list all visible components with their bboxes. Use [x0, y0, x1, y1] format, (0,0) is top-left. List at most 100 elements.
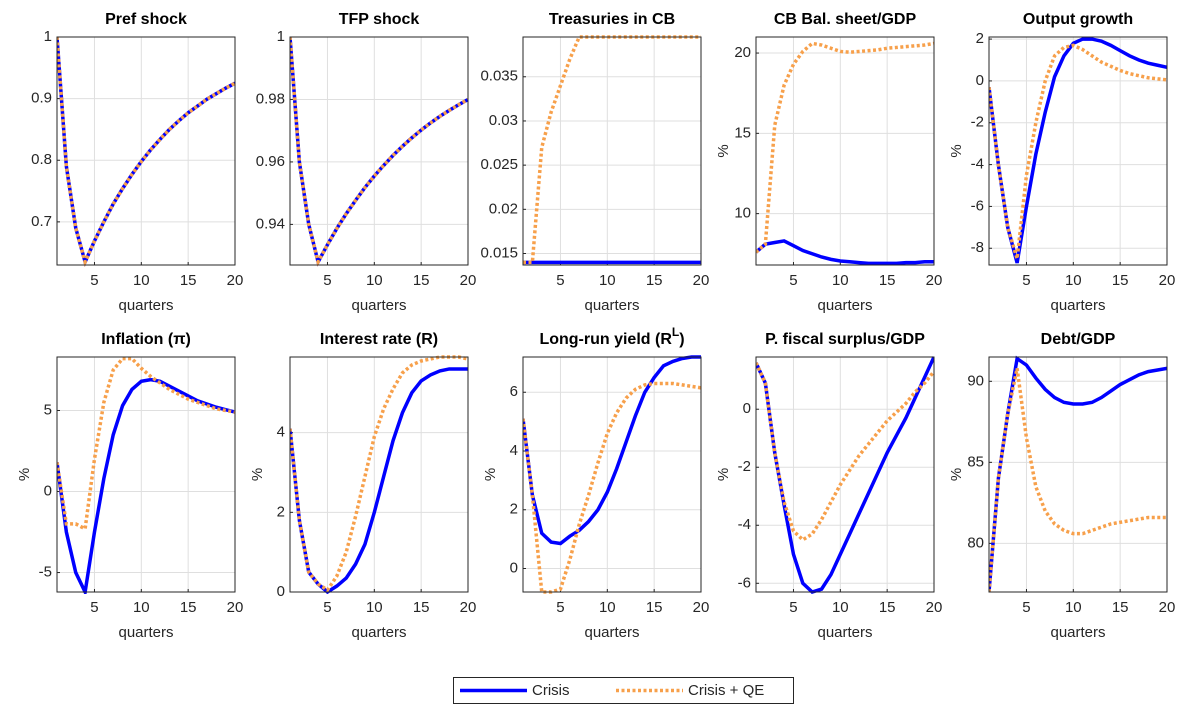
x-tick-label: 20 — [926, 599, 943, 616]
chart-title: Long-run yield (RL) — [539, 325, 684, 348]
chart-title: Debt/GDP — [1041, 331, 1116, 348]
y-tick-label: 2 — [510, 501, 518, 518]
y-axis-label: % — [16, 468, 33, 481]
series-line — [57, 377, 235, 594]
y-tick-label: -8 — [971, 239, 984, 256]
plot-area — [989, 37, 1167, 265]
subplot: 5 10 15 20 0.94 0.96 0.98 1 TFP shock quarters — [256, 11, 477, 314]
series-line — [756, 41, 934, 254]
legend-label: Crisis + QE — [688, 682, 764, 699]
y-tick-label: 0 — [976, 72, 984, 89]
chart-title: Output growth — [1023, 11, 1133, 28]
y-tick-label: 90 — [967, 372, 984, 389]
y-tick-label: -2 — [738, 458, 751, 475]
x-tick-label: 5 — [1022, 599, 1030, 616]
x-tick-label: 5 — [556, 272, 564, 289]
subplot: 5 10 15 20 -8 -6 -4 -2 0 2 Output growth quarters% — [948, 11, 1175, 314]
x-tick-label: 10 — [133, 272, 150, 289]
y-tick-label: 0 — [510, 559, 518, 576]
y-tick-label: 4 — [510, 442, 518, 459]
y-tick-label: 20 — [734, 44, 751, 61]
x-axis-label: quarters — [118, 297, 173, 314]
x-tick-label: 5 — [323, 599, 331, 616]
chart-title: Inflation (π) — [101, 331, 191, 348]
axes-box — [988, 36, 1168, 266]
chart-title: TFP shock — [339, 11, 420, 28]
plot-area — [57, 37, 235, 265]
subplot: 5 10 15 20 -5 0 5 Inflation (π) quarters% — [16, 331, 243, 641]
chart-title: Treasuries in CB — [549, 11, 675, 28]
y-tick-label: -2 — [971, 114, 984, 131]
series-line — [57, 356, 235, 532]
plot-area — [290, 357, 468, 592]
axes-box — [988, 356, 1168, 593]
y-tick-label: 4 — [277, 424, 285, 441]
x-tick-label: 15 — [1112, 599, 1129, 616]
plot-area — [989, 357, 1167, 592]
x-tick-label: 10 — [366, 599, 383, 616]
plot-area — [756, 37, 934, 265]
plot-area — [523, 37, 701, 265]
x-tick-label: 20 — [693, 272, 710, 289]
series-line — [989, 43, 1167, 260]
x-tick-label: 10 — [366, 272, 383, 289]
x-axis-label: quarters — [584, 297, 639, 314]
x-tick-label: 10 — [1065, 599, 1082, 616]
series-line — [756, 356, 934, 594]
axes-box — [522, 356, 702, 593]
y-tick-label: 1 — [277, 28, 285, 45]
x-axis-label: quarters — [1050, 297, 1105, 314]
series-line — [57, 36, 235, 267]
y-tick-label: 85 — [967, 453, 984, 470]
x-tick-label: 5 — [556, 599, 564, 616]
x-tick-label: 20 — [926, 272, 943, 289]
y-axis-label: % — [948, 468, 965, 481]
x-tick-label: 5 — [789, 599, 797, 616]
y-tick-label: 6 — [510, 383, 518, 400]
x-tick-label: 15 — [1112, 272, 1129, 289]
plot-area — [523, 357, 701, 592]
axes-box — [56, 36, 236, 266]
x-tick-label: 20 — [460, 272, 477, 289]
title-part: L — [672, 325, 679, 339]
x-tick-label: 5 — [1022, 272, 1030, 289]
chart-title: P. fiscal surplus/GDP — [765, 331, 925, 348]
series-line — [523, 381, 701, 594]
axes-box — [755, 356, 935, 593]
x-tick-label: 15 — [180, 272, 197, 289]
subplot: 5 10 15 20 -6 -4 -2 0 P. fiscal surplus/GDP quart… — [715, 331, 942, 641]
y-tick-label: 0.015 — [480, 244, 518, 261]
y-tick-label: 5 — [44, 401, 52, 418]
subplot: 5 10 15 20 10 15 20 CB Bal. sheet/GDP quarters% — [715, 11, 942, 314]
y-tick-label: -5 — [39, 564, 52, 581]
subplot: 5 10 15 20 80 85 90 Debt/GDP quarters% — [948, 331, 1175, 641]
x-tick-label: 5 — [90, 599, 98, 616]
axes-box — [56, 356, 236, 593]
series-line — [523, 35, 701, 265]
x-axis-label: quarters — [351, 624, 406, 641]
y-tick-label: -6 — [738, 574, 751, 591]
y-tick-label: 0.8 — [31, 151, 52, 168]
x-tick-label: 15 — [180, 599, 197, 616]
series-line — [989, 367, 1167, 593]
y-tick-label: 0.9 — [31, 90, 52, 107]
x-tick-label: 20 — [227, 272, 244, 289]
axes-box — [289, 36, 469, 266]
series-line — [290, 36, 468, 267]
subplot: 5 10 15 20 0.7 0.8 0.9 1 Pref shock quarters — [31, 11, 243, 314]
y-tick-label: -4 — [738, 516, 751, 533]
chart-title: Pref shock — [105, 11, 187, 28]
x-tick-label: 15 — [879, 272, 896, 289]
chart-title: Interest rate (R) — [320, 331, 438, 348]
series-line — [989, 355, 1167, 593]
y-axis-label: % — [715, 468, 732, 481]
y-tick-label: 0.96 — [256, 153, 285, 170]
subplot: 5 10 15 20 0.015 0.02 0.025 0.03 0.035 Treasuries… — [480, 11, 709, 314]
y-axis-label: % — [948, 144, 965, 157]
x-tick-label: 10 — [133, 599, 150, 616]
y-tick-label: 0.035 — [480, 68, 518, 85]
x-tick-label: 10 — [832, 272, 849, 289]
y-tick-label: 80 — [967, 534, 984, 551]
x-tick-label: 20 — [1159, 272, 1176, 289]
